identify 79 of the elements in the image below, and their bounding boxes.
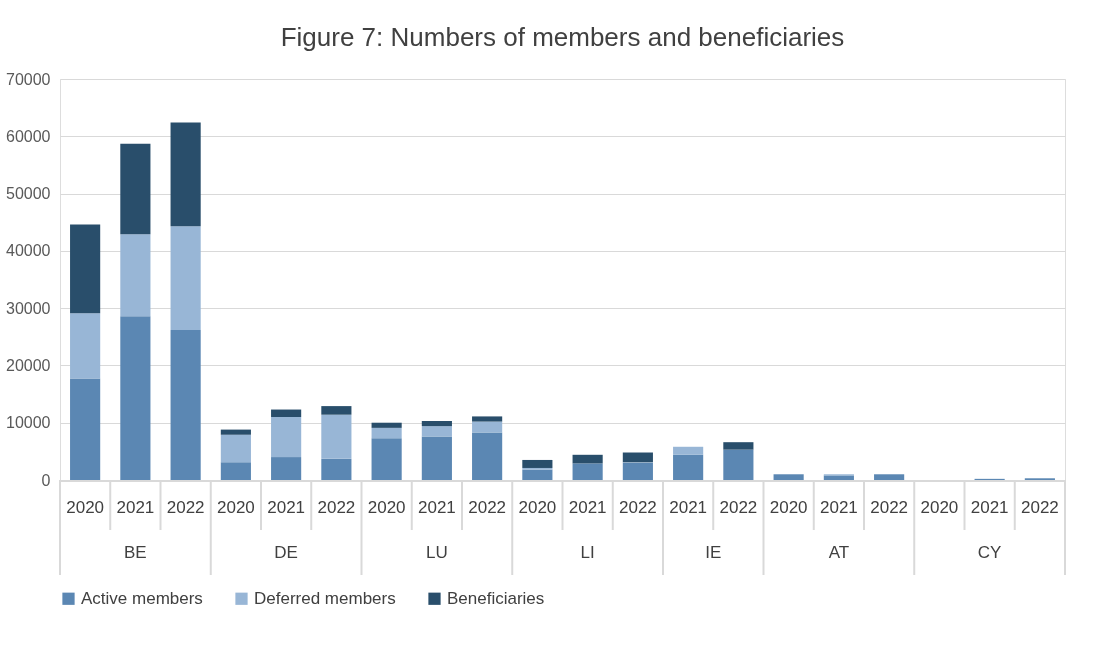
text: IE <box>705 543 722 562</box>
bar <box>572 454 603 464</box>
bar <box>170 226 201 330</box>
x-tick-label: 2022 <box>468 498 507 517</box>
bar <box>321 458 352 480</box>
bar <box>773 474 804 480</box>
bar <box>371 427 402 439</box>
x-tick-label: 2022 <box>719 498 758 517</box>
legend-label: Beneficiaries <box>447 588 545 608</box>
bar <box>271 409 302 417</box>
bar <box>723 449 754 480</box>
bar <box>120 143 151 235</box>
x-tick-label: 2020 <box>66 498 105 517</box>
legend-label: Deferred members <box>254 588 396 608</box>
bar <box>321 414 352 459</box>
x-tick-label: 2021 <box>267 498 306 517</box>
legend-label: Active members <box>81 588 203 608</box>
text: AT <box>828 543 850 562</box>
x-tick-label: 2020 <box>518 498 557 517</box>
bar <box>220 429 251 435</box>
bar <box>120 234 151 317</box>
bar <box>220 434 251 463</box>
bar <box>522 469 553 480</box>
x-tick-label: 2021 <box>417 498 456 517</box>
bar <box>472 416 503 422</box>
x-tick-label: 2021 <box>819 498 858 517</box>
bar <box>371 438 402 480</box>
x-tick-label: 2022 <box>317 498 356 517</box>
y-tick-label: 30000 <box>6 299 51 317</box>
text: LI <box>580 543 595 562</box>
y-tick-label: 20000 <box>6 356 51 374</box>
bar <box>673 446 704 455</box>
bar <box>170 122 201 227</box>
text: BE <box>124 543 147 562</box>
y-tick-label: 50000 <box>6 185 51 203</box>
bar <box>472 432 503 480</box>
bar <box>421 436 452 480</box>
text: DE <box>274 543 298 562</box>
bar <box>271 416 302 458</box>
bar <box>522 459 553 468</box>
y-tick-label: 10000 <box>6 414 51 432</box>
y-tick-label: 0 <box>41 471 51 489</box>
x-tick-label: 2022 <box>870 498 909 517</box>
bar <box>572 463 603 480</box>
bar <box>823 475 854 480</box>
x-tick-label: 2020 <box>367 498 406 517</box>
bar <box>321 406 352 415</box>
y-tick-label: 60000 <box>6 127 51 145</box>
bar <box>673 454 704 480</box>
bar <box>271 457 302 480</box>
x-tick-label: 2020 <box>920 498 959 517</box>
bar <box>622 452 653 463</box>
bar <box>472 421 503 433</box>
bar <box>723 442 754 450</box>
y-tick-label: 70000 <box>6 70 51 88</box>
x-tick-label: 2021 <box>970 498 1009 517</box>
bar <box>120 316 151 480</box>
bar <box>170 329 201 480</box>
chart-title: Figure 7: Numbers of members and beneficiaries <box>280 22 845 52</box>
y-tick-label: 40000 <box>6 242 51 260</box>
bar <box>874 474 905 480</box>
x-tick-label: 2020 <box>216 498 255 517</box>
bar <box>70 313 101 379</box>
x-tick-label: 2021 <box>669 498 708 517</box>
text: LU <box>426 543 448 562</box>
x-tick-label: 2021 <box>568 498 607 517</box>
x-tick-label: 2020 <box>769 498 808 517</box>
bar <box>622 462 653 480</box>
bar <box>421 421 452 427</box>
bar <box>70 378 101 480</box>
bar <box>220 462 251 480</box>
bar <box>371 422 402 428</box>
x-tick-label: 2022 <box>1020 498 1059 517</box>
bar <box>70 224 101 314</box>
x-tick-label: 2022 <box>618 498 657 517</box>
x-tick-label: 2022 <box>166 498 205 517</box>
bar <box>421 426 452 437</box>
x-tick-label: 2021 <box>116 498 155 517</box>
text: CY <box>977 543 1002 562</box>
